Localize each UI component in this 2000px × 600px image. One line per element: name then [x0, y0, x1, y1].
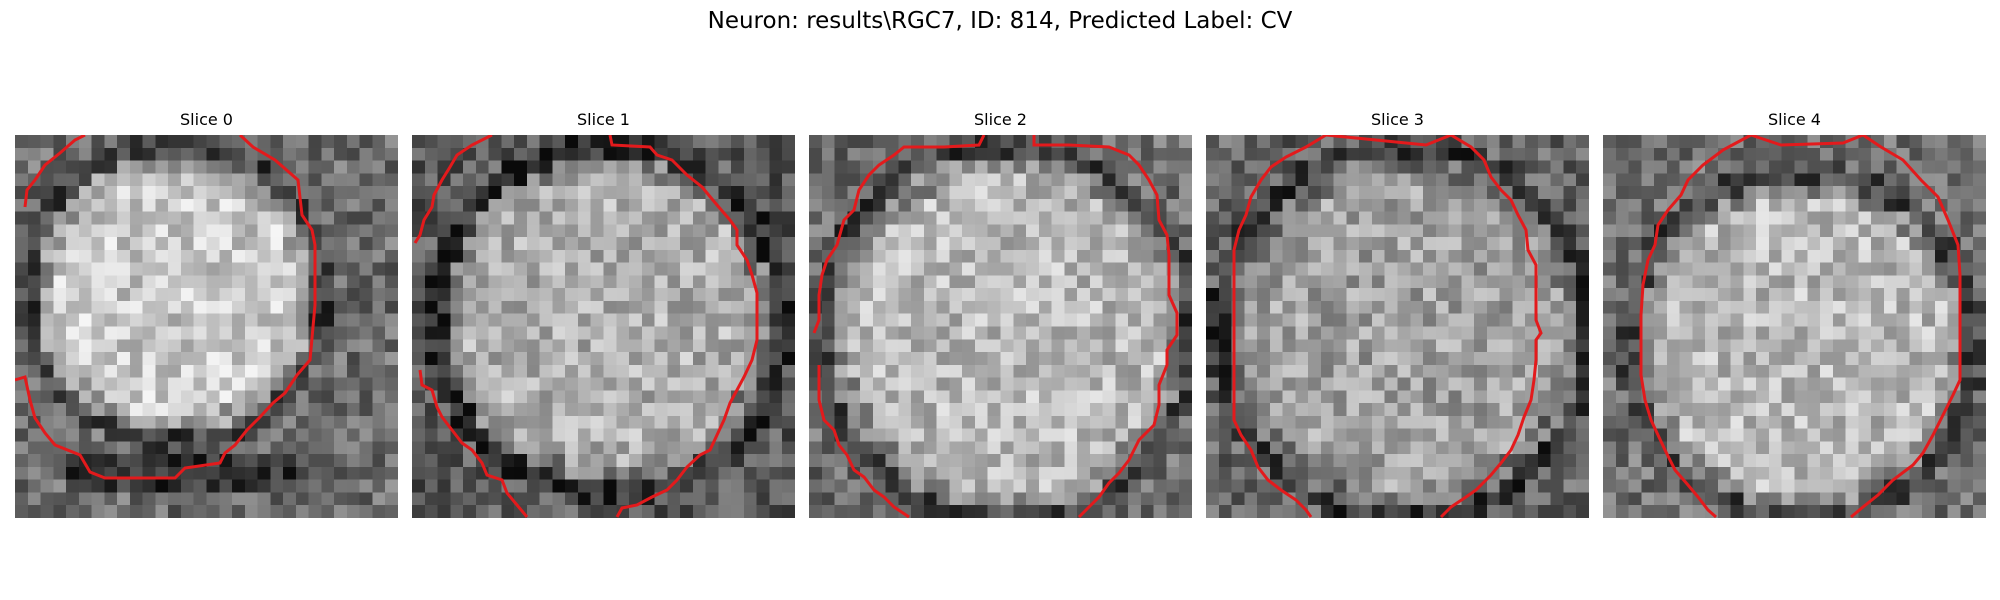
- contour-line-0b: [15, 135, 315, 478]
- contour-line-4b: [1641, 135, 1751, 517]
- figure-title: Neuron: results\RGC7, ID: 814, Predicted…: [0, 8, 2000, 34]
- slice-image-0: [15, 135, 398, 518]
- contour-overlay-2: [809, 135, 1192, 518]
- slice-title-3: Slice 3: [1206, 110, 1589, 129]
- slice-image-3: [1206, 135, 1589, 518]
- contour-overlay-1: [412, 135, 795, 518]
- contour-line-1b: [610, 135, 757, 517]
- slice-image-2: [809, 135, 1192, 518]
- contour-line-3a: [1234, 135, 1326, 517]
- contour-line-1c: [420, 370, 527, 517]
- contour-line-4a: [1751, 135, 1960, 517]
- slice-image-1: [412, 135, 795, 518]
- contour-overlay-3: [1206, 135, 1589, 518]
- contour-line-1a: [415, 135, 492, 243]
- contour-line-0: [25, 135, 85, 207]
- slice-title-0: Slice 0: [15, 110, 398, 129]
- contour-overlay-4: [1603, 135, 1986, 518]
- slice-title-1: Slice 1: [412, 110, 795, 129]
- slice-title-2: Slice 2: [809, 110, 1192, 129]
- contour-overlay-0: [15, 135, 398, 518]
- contour-line-3b: [1326, 135, 1541, 517]
- slice-title-4: Slice 4: [1603, 110, 1986, 129]
- contour-line-2b: [1034, 135, 1177, 517]
- slice-image-4: [1603, 135, 1986, 518]
- contour-line-2a: [814, 135, 984, 333]
- contour-line-2c: [819, 365, 909, 517]
